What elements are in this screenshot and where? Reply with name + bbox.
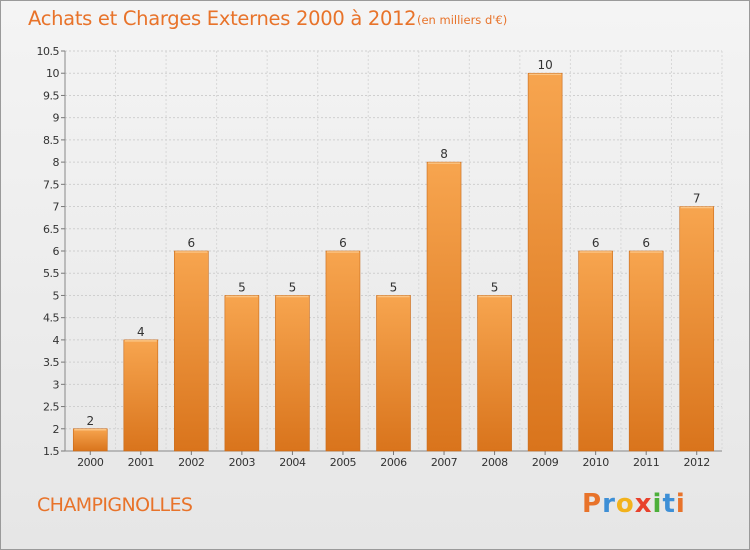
y-tick-label: 4.5 (43, 312, 59, 325)
bars (72, 72, 715, 452)
y-tick-label: 4 (53, 334, 60, 347)
data-label: 6 (339, 236, 347, 250)
logo-letter: t (662, 489, 676, 519)
y-tick-label: 9.5 (43, 89, 59, 102)
data-label: 5 (390, 280, 398, 294)
y-tick-label: 7 (53, 201, 60, 214)
y-tick-label: 2.5 (43, 401, 59, 414)
bar-2003[interactable] (224, 295, 260, 452)
y-tick-label: 1.5 (43, 445, 59, 458)
y-tick-label: 10 (46, 67, 59, 80)
chart-subtitle: (en milliers d'€) (417, 13, 508, 27)
bar-2005[interactable] (325, 250, 361, 452)
x-tick-label: 2005 (330, 456, 357, 469)
x-tick-label: 2009 (532, 456, 559, 469)
y-tick-label: 8.5 (43, 134, 59, 147)
y-tick-label: 3 (53, 378, 60, 391)
x-tick-label: 2006 (380, 456, 407, 469)
bar-2000[interactable] (72, 428, 108, 452)
x-tick-label: 2010 (582, 456, 609, 469)
y-tick-label: 3.5 (43, 356, 59, 369)
data-label: 10 (537, 58, 552, 72)
y-tick-label: 5.5 (43, 267, 59, 280)
labels: 1.5 2 2.5 3 3.5 4 4.5 5 5.5 6 6.5 7 7.5 8 8.5 9 9.5 10 10.… (37, 45, 711, 469)
logo-letter: r (602, 489, 616, 519)
x-tick-label: 2012 (684, 456, 710, 469)
bar-2008[interactable] (477, 295, 512, 452)
bar-2011[interactable] (628, 250, 664, 452)
bar-2004[interactable] (275, 295, 310, 452)
y-tick-label: 8 (53, 156, 60, 169)
data-label: 4 (137, 325, 145, 339)
x-tick-label: 2011 (633, 456, 659, 469)
logo-letter: P (582, 489, 603, 519)
y-tick-label: 2 (53, 423, 60, 436)
bar-2006[interactable] (376, 295, 411, 452)
data-label: 5 (491, 280, 499, 294)
x-tick-label: 2007 (431, 456, 458, 469)
data-label: 6 (592, 236, 600, 250)
x-tick-label: 2004 (279, 456, 306, 469)
x-tick-label: 2008 (481, 456, 508, 469)
x-tick-label: 2000 (77, 456, 104, 469)
x-tick-label: 2001 (128, 456, 154, 469)
data-label: 2 (86, 414, 94, 428)
proxiti-logo: Proxiti (582, 489, 686, 519)
bar-2010[interactable] (578, 250, 613, 452)
chart-title: Achats et Charges Externes 2000 à 2012 (28, 7, 417, 30)
data-label: 7 (693, 192, 701, 206)
data-label: 6 (642, 236, 650, 250)
x-tick-label: 2003 (229, 456, 256, 469)
logo-letter: x (634, 489, 653, 519)
bar-2001[interactable] (123, 339, 159, 452)
logo-letter: i (675, 489, 686, 519)
bar-2009[interactable] (527, 72, 563, 452)
bar-2002[interactable] (174, 250, 209, 452)
x-tick-label: 2002 (178, 456, 204, 469)
bar-2012[interactable] (679, 206, 715, 452)
data-label: 5 (238, 280, 246, 294)
commune-name: CHAMPIGNOLLES (37, 494, 193, 516)
y-tick-label: 6.5 (43, 223, 59, 236)
y-tick-label: 10.5 (37, 45, 60, 58)
y-tick-label: 9 (53, 112, 60, 125)
y-tick-label: 7.5 (43, 178, 59, 191)
logo-letter: i (652, 489, 663, 519)
data-label: 6 (188, 236, 196, 250)
y-tick-label: 6 (53, 245, 60, 258)
bar-2007[interactable] (426, 161, 462, 452)
y-tick-label: 5 (53, 289, 60, 302)
data-label: 8 (440, 147, 448, 161)
data-label: 5 (289, 280, 297, 294)
logo-letter: o (615, 489, 635, 519)
